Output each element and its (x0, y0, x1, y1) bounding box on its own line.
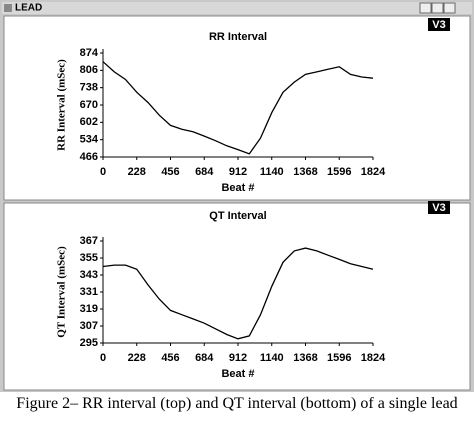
panel (3, 15, 471, 201)
chart-title: QT Interval (209, 210, 266, 222)
y-tick-label: 319 (80, 303, 98, 315)
panel-tag: V3 (432, 202, 445, 214)
x-tick-label: 0 (100, 166, 106, 178)
y-tick-label: 670 (80, 99, 98, 111)
x-tick-label: 228 (128, 352, 146, 364)
window-icon (4, 4, 12, 12)
panel-tag-box (428, 18, 450, 31)
x-tick-label: 0 (100, 352, 106, 364)
x-axis-label: Beat # (221, 182, 254, 194)
y-tick-label: 355 (80, 252, 98, 264)
x-tick-label: 228 (128, 166, 146, 178)
x-tick-label: 1140 (260, 352, 284, 364)
y-tick-label: 343 (80, 269, 98, 281)
x-axis-label: Beat # (221, 368, 254, 380)
chart-title: RR Interval (209, 31, 267, 43)
y-axis-label: QT Interval (mSec) (56, 246, 68, 338)
y-axis-label: RR Interval (mSec) (56, 59, 68, 151)
x-tick-label: 1596 (327, 166, 351, 178)
caption: Figure 2– RR interval (top) and QT inter… (16, 395, 458, 412)
x-tick-label: 684 (195, 352, 214, 364)
x-tick-label: 684 (195, 166, 214, 178)
minimize-button[interactable] (419, 2, 432, 14)
x-tick-label: 1140 (260, 166, 284, 178)
x-tick-label: 456 (161, 166, 179, 178)
panel-tag-box (428, 201, 450, 214)
data-line (102, 247, 374, 340)
y-tick-label: 874 (80, 47, 99, 59)
y-tick-label: 466 (80, 151, 98, 163)
maximize-button[interactable] (431, 2, 444, 14)
panel-tag: V3 (432, 19, 445, 31)
y-tick-label: 367 (80, 235, 98, 247)
title-bar (2, 2, 472, 14)
y-tick-label: 534 (80, 134, 99, 146)
x-tick-label: 1368 (293, 166, 317, 178)
panel (3, 202, 471, 391)
y-tick-label: 331 (80, 286, 98, 298)
y-tick-label: 806 (80, 64, 98, 76)
y-tick-label: 307 (80, 320, 98, 332)
y-tick-label: 602 (80, 116, 98, 128)
x-tick-label: 1824 (361, 352, 386, 364)
x-tick-label: 1824 (361, 166, 386, 178)
close-button[interactable] (443, 2, 456, 14)
window: LEAD RR Interval V3 466 534 602 670 738 806 874 0… (0, 0, 474, 392)
y-tick-label: 295 (80, 337, 98, 349)
data-line (102, 61, 374, 155)
x-tick-label: 912 (229, 166, 247, 178)
x-tick-label: 456 (161, 352, 179, 364)
x-tick-label: 1596 (327, 352, 351, 364)
window-title: LEAD (15, 3, 42, 14)
x-tick-label: 1368 (293, 352, 317, 364)
x-tick-label: 912 (229, 352, 247, 364)
y-tick-label: 738 (80, 82, 98, 94)
